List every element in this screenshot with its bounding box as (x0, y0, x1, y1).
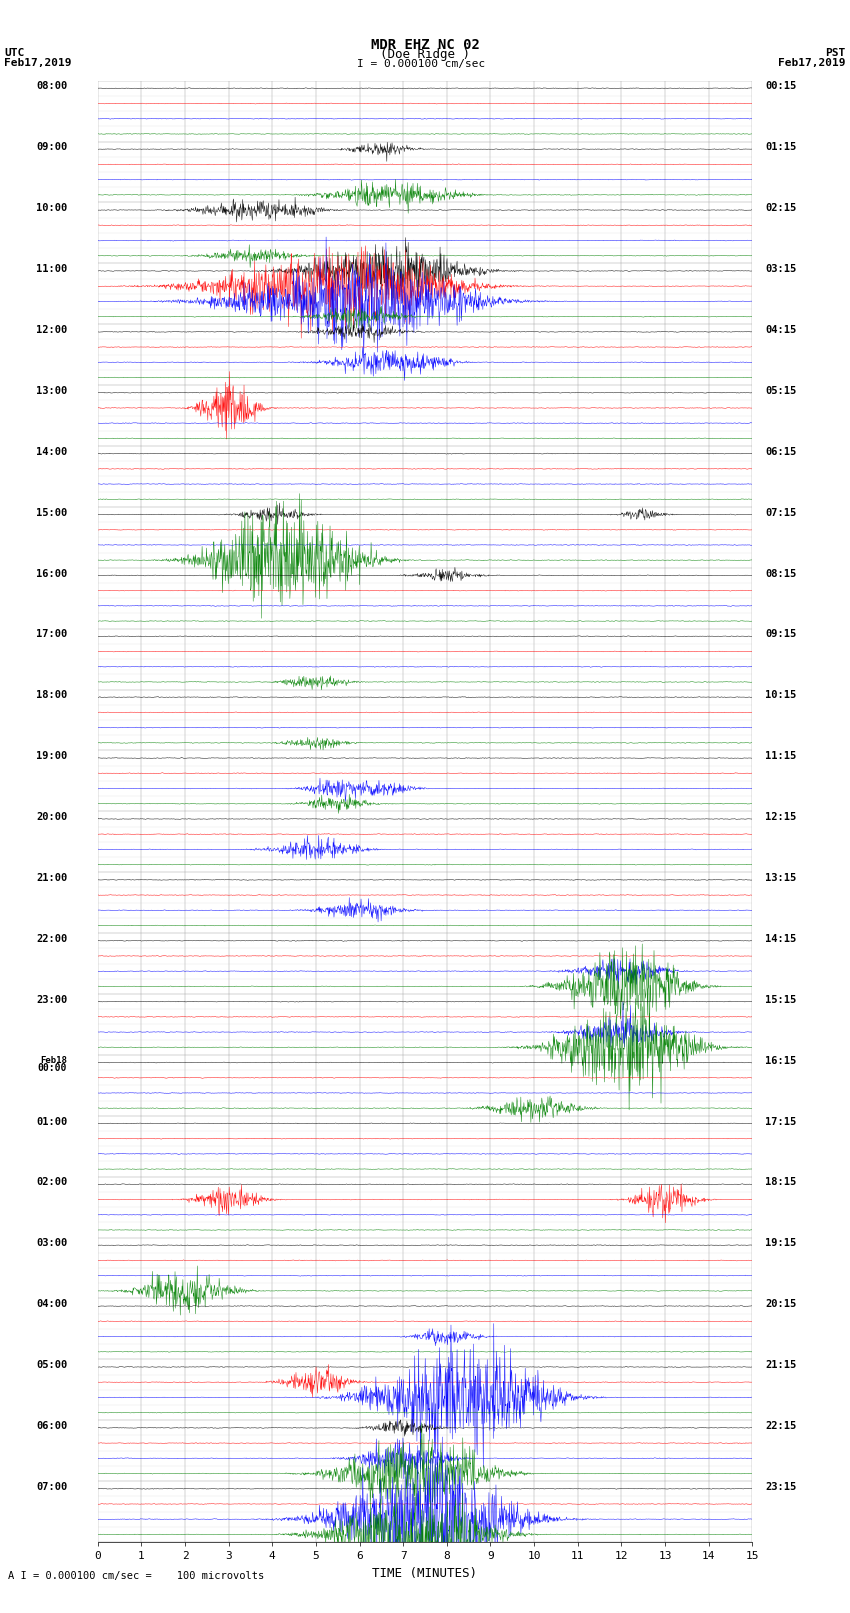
Text: (Doe Ridge ): (Doe Ridge ) (380, 48, 470, 61)
Text: 19:15: 19:15 (765, 1239, 796, 1248)
Text: I = 0.000100 cm/sec: I = 0.000100 cm/sec (357, 60, 484, 69)
Text: 16:15: 16:15 (765, 1055, 796, 1066)
Text: PST: PST (825, 48, 846, 58)
Text: Feb17,2019: Feb17,2019 (779, 58, 846, 68)
Text: MDR EHZ NC 02: MDR EHZ NC 02 (371, 39, 479, 52)
Text: 15:00: 15:00 (36, 508, 67, 518)
Text: 04:00: 04:00 (36, 1298, 67, 1310)
Text: 08:00: 08:00 (36, 81, 67, 92)
Text: 16:00: 16:00 (36, 568, 67, 579)
Text: 21:00: 21:00 (36, 873, 67, 882)
Text: 09:15: 09:15 (765, 629, 796, 639)
Text: 20:15: 20:15 (765, 1298, 796, 1310)
Text: 03:15: 03:15 (765, 265, 796, 274)
Text: 10:00: 10:00 (36, 203, 67, 213)
Text: 01:15: 01:15 (765, 142, 796, 152)
Text: 05:00: 05:00 (36, 1360, 67, 1369)
Text: 23:00: 23:00 (36, 995, 67, 1005)
X-axis label: TIME (MINUTES): TIME (MINUTES) (372, 1566, 478, 1579)
Text: UTC: UTC (4, 48, 25, 58)
Text: 22:15: 22:15 (765, 1421, 796, 1431)
Text: 14:15: 14:15 (765, 934, 796, 944)
Text: 12:00: 12:00 (36, 324, 67, 336)
Text: 13:15: 13:15 (765, 873, 796, 882)
Text: 05:15: 05:15 (765, 386, 796, 395)
Text: 11:00: 11:00 (36, 265, 67, 274)
Text: 04:15: 04:15 (765, 324, 796, 336)
Text: 06:15: 06:15 (765, 447, 796, 456)
Text: 20:00: 20:00 (36, 811, 67, 823)
Text: 02:15: 02:15 (765, 203, 796, 213)
Text: 02:00: 02:00 (36, 1177, 67, 1187)
Text: 08:15: 08:15 (765, 568, 796, 579)
Text: 19:00: 19:00 (36, 752, 67, 761)
Text: 18:15: 18:15 (765, 1177, 796, 1187)
Text: 17:00: 17:00 (36, 629, 67, 639)
Text: 06:00: 06:00 (36, 1421, 67, 1431)
Text: 10:15: 10:15 (765, 690, 796, 700)
Text: 14:00: 14:00 (36, 447, 67, 456)
Text: 11:15: 11:15 (765, 752, 796, 761)
Text: 09:00: 09:00 (36, 142, 67, 152)
Text: 21:15: 21:15 (765, 1360, 796, 1369)
Text: 07:15: 07:15 (765, 508, 796, 518)
Text: 22:00: 22:00 (36, 934, 67, 944)
Text: 17:15: 17:15 (765, 1116, 796, 1126)
Text: A I = 0.000100 cm/sec =    100 microvolts: A I = 0.000100 cm/sec = 100 microvolts (8, 1571, 264, 1581)
Text: 00:15: 00:15 (765, 81, 796, 92)
Text: 03:00: 03:00 (36, 1239, 67, 1248)
Text: 00:00: 00:00 (38, 1063, 67, 1073)
Text: Feb18: Feb18 (40, 1055, 67, 1065)
Text: 18:00: 18:00 (36, 690, 67, 700)
Text: 13:00: 13:00 (36, 386, 67, 395)
Text: Feb17,2019: Feb17,2019 (4, 58, 71, 68)
Text: 01:00: 01:00 (36, 1116, 67, 1126)
Text: 07:00: 07:00 (36, 1482, 67, 1492)
Text: 12:15: 12:15 (765, 811, 796, 823)
Text: 15:15: 15:15 (765, 995, 796, 1005)
Text: 23:15: 23:15 (765, 1482, 796, 1492)
